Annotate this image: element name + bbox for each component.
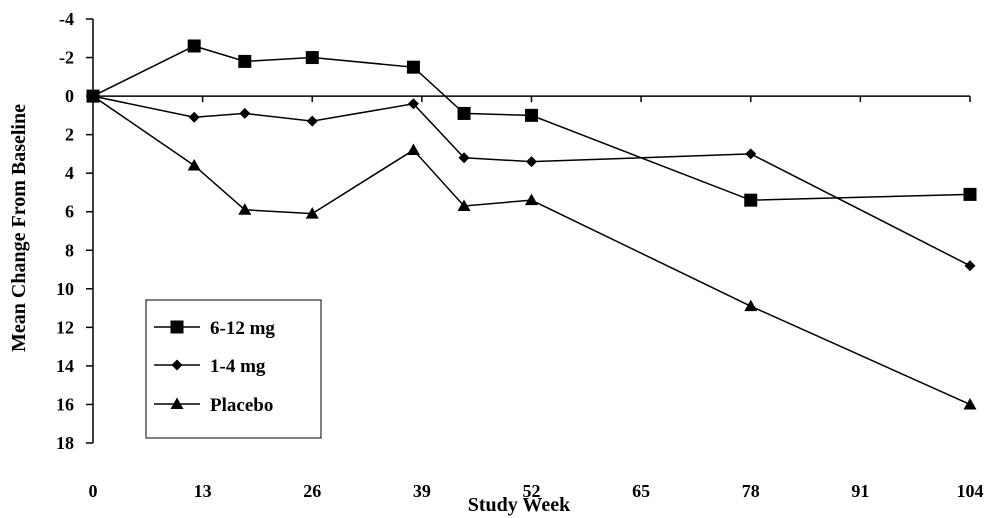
- data-point-placebo: [305, 207, 319, 219]
- series-line-6-12-mg: [92, 45, 971, 201]
- data-point-1-4-mg: [745, 148, 757, 160]
- x-tick-label: 78: [742, 481, 760, 501]
- data-point-placebo: [406, 143, 420, 156]
- data-point-6-12-mg: [744, 193, 758, 207]
- x-axis-title: Study Week: [468, 494, 571, 516]
- data-point-placebo: [457, 199, 471, 211]
- y-tick-label: 2: [65, 125, 74, 145]
- legend-marker-6-12-mg: [170, 320, 184, 334]
- y-tick-label: 8: [65, 240, 74, 260]
- data-point-1-4-mg: [306, 115, 318, 127]
- axes: -4 -2 0 2 4 6 8 10 12 14 16 18 0 13 26 39 52 65 78 91 104: [56, 9, 984, 501]
- y-tick-label: 10: [56, 279, 74, 299]
- data-point-6-12-mg: [457, 106, 471, 120]
- data-point-placebo: [744, 299, 758, 312]
- x-tick-label: 39: [413, 481, 431, 501]
- series-placebo: [86, 89, 977, 410]
- y-tick-label: 14: [56, 356, 74, 376]
- legend-label-1-4-mg: 1-4 mg: [210, 356, 266, 377]
- series-layer: [86, 39, 977, 410]
- data-point-6-12-mg: [525, 108, 538, 122]
- data-point-placebo: [187, 158, 201, 171]
- legend-label-placebo: Placebo: [210, 395, 273, 416]
- data-point-placebo: [86, 89, 100, 102]
- x-tick-label: 13: [194, 481, 212, 501]
- data-point-1-4-mg: [964, 260, 976, 272]
- data-point-placebo: [963, 397, 977, 410]
- data-point-6-12-mg: [238, 54, 252, 68]
- y-tick-label: -2: [59, 48, 74, 68]
- x-tick-label: 0: [89, 481, 98, 501]
- x-tick-label: 26: [303, 481, 321, 501]
- data-point-6-12-mg: [963, 187, 977, 201]
- legend-label-6-12-mg: 6-12 mg: [210, 318, 275, 339]
- data-point-1-4-mg: [188, 111, 200, 123]
- y-tick-label: 16: [56, 394, 74, 414]
- series-6-12-mg: [86, 39, 977, 207]
- data-point-placebo: [525, 193, 538, 206]
- y-tick-label: -4: [59, 9, 74, 29]
- data-point-6-12-mg: [406, 60, 420, 74]
- y-tick-label: 6: [65, 202, 74, 222]
- x-tick-label: 91: [851, 481, 869, 501]
- data-point-1-4-mg: [239, 107, 251, 119]
- y-tick-label: 0: [65, 86, 74, 106]
- legend: 6-12 mg 1-4 mg Placebo: [145, 299, 322, 439]
- data-point-6-12-mg: [305, 51, 319, 65]
- data-point-1-4-mg: [407, 98, 419, 110]
- legend-marker-1-4-mg: [171, 359, 183, 371]
- data-point-placebo: [238, 203, 252, 215]
- y-tick-label: 12: [56, 317, 74, 337]
- y-axis-title: Mean Change From Baseline: [8, 104, 30, 352]
- data-point-1-4-mg: [458, 152, 470, 164]
- x-tick-label: 65: [632, 481, 650, 501]
- data-point-1-4-mg: [526, 156, 537, 168]
- x-tick-label: 104: [957, 481, 984, 501]
- x-tick-label: 52: [523, 481, 541, 501]
- y-tick-label: 18: [56, 433, 74, 453]
- data-point-6-12-mg: [187, 39, 201, 53]
- y-tick-label: 4: [65, 163, 74, 183]
- legend-marker-placebo: [170, 397, 184, 409]
